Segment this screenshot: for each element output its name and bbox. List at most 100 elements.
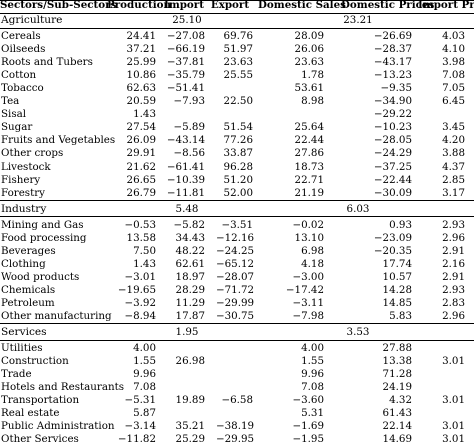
table-row: Clothing 1.43 62.61 −65.12 4.18 17.74 2.16 [0, 257, 474, 271]
cell-import-price [415, 406, 465, 420]
table-row: Sugar 27.54 −5.89 51.54 25.64 −10.23 3.45 [0, 120, 474, 134]
cell-production: 24.41 [126, 30, 156, 42]
row-label: Oilseeds [1, 43, 46, 56]
table-top-rule [0, 0, 474, 1]
cell-domestic-prices: −29.22 [373, 108, 412, 121]
cell-export: 51.54 [223, 121, 253, 134]
section-summary-value: 25.10 [172, 14, 202, 26]
row-label: Clothing [1, 257, 46, 270]
cell-domestic-sales: 27.86 [294, 147, 324, 160]
cell-export: 77.26 [223, 134, 253, 147]
cell-export: 51.20 [223, 173, 253, 186]
table-row: Petroleum −3.92 11.29 −29.99 −3.11 14.85 2.83 [0, 296, 474, 310]
row-label: Forestry [1, 186, 45, 199]
section-separator-rule [0, 199, 474, 201]
cell-production: 4.00 [133, 342, 156, 355]
table-row: Other Services −11.82 25.29 −29.95 −1.95 14.6… [0, 432, 474, 446]
cell-import: −27.08 [166, 30, 205, 42]
cell-production: −3.01 [124, 270, 156, 283]
cell-export: 96.28 [223, 160, 253, 173]
table-row: Chemicals −19.65 28.29 −71.72 −17.42 14.28 2.9… [0, 283, 474, 297]
row-label: Trade [1, 368, 32, 381]
cell-domestic-sales: 8.98 [301, 95, 324, 108]
table-row: Construction 1.55 26.98 1.55 13.38 3.01 [0, 354, 474, 368]
cell-export [216, 367, 253, 381]
cell-domestic-prices: −23.09 [373, 231, 412, 244]
section-rule [0, 27, 474, 29]
cell-domestic-prices: −24.29 [373, 147, 412, 160]
cell-export: 51.97 [223, 43, 253, 56]
cell-domestic-prices: 14.85 [382, 296, 412, 309]
cell-production: 29.91 [126, 147, 156, 160]
cell-domestic-sales [262, 107, 324, 121]
table-row: Utilities 4.00 4.00 27.88 [0, 341, 474, 355]
table-row: Real estate 5.87 5.31 61.43 [0, 406, 474, 420]
cell-import: −5.82 [173, 218, 205, 231]
section-rule [0, 216, 474, 218]
section-rule [0, 339, 474, 341]
cell-production: 26.79 [126, 186, 156, 199]
table-row: Trade 9.96 9.96 71.28 [0, 367, 474, 381]
cell-import: −10.39 [166, 173, 205, 186]
cell-import-price: 2.93 [442, 283, 465, 296]
cell-import: −61.41 [166, 160, 205, 173]
cell-import-price: 3.01 [442, 355, 465, 368]
cell-export: −24.25 [216, 244, 255, 257]
cell-import: 28.29 [175, 283, 205, 296]
table-row: Mining and Gas −0.53 −5.82 −3.51 −0.02 0.93 2.… [0, 218, 474, 232]
row-label: Mining and Gas [1, 218, 84, 231]
row-label: Tobacco [1, 82, 44, 95]
cell-domestic-prices: −20.35 [373, 244, 412, 257]
cell-export: −29.99 [216, 296, 255, 309]
cell-domestic-prices: 4.32 [389, 394, 412, 407]
table-row: Hotels and Restaurants 7.08 7.08 24.19 [0, 380, 474, 394]
cell-import-price: 2.96 [442, 231, 465, 244]
column-header: Domestic Prices [341, 0, 435, 11]
cell-import-price [415, 341, 465, 355]
cell-domestic-sales: 9.96 [301, 368, 324, 381]
cell-production: −3.14 [124, 420, 156, 433]
row-label: Beverages [1, 244, 56, 257]
cell-export: −71.72 [216, 283, 255, 296]
cell-production: 62.63 [126, 82, 156, 95]
cell-domestic-sales: 13.10 [294, 231, 324, 244]
cell-domestic-prices: 14.69 [382, 433, 412, 446]
row-label: Fishery [1, 173, 41, 186]
cell-export [216, 107, 253, 121]
cell-import: −35.79 [166, 69, 205, 82]
row-label: Livestock [1, 160, 51, 173]
cell-import [161, 406, 205, 420]
cell-import-price: 2.16 [442, 257, 465, 270]
cell-import-price: 2.96 [442, 310, 465, 322]
cell-export: −30.75 [216, 310, 255, 322]
cell-production: 13.58 [126, 231, 156, 244]
cell-export: −6.58 [221, 394, 253, 407]
cell-domestic-prices: 13.38 [382, 355, 412, 368]
cell-import-price: 2.91 [442, 244, 465, 257]
cell-import-price [415, 380, 465, 394]
cell-export: −3.51 [221, 218, 253, 231]
cell-domestic-prices: −9.35 [380, 82, 412, 95]
cell-domestic-sales: −3.60 [292, 394, 324, 407]
cell-import: −7.93 [173, 95, 205, 108]
cell-domestic-prices: 22.14 [382, 420, 412, 433]
cell-domestic-prices: 24.19 [382, 381, 412, 394]
table-row: Wood products −3.01 18.97 −28.07 −3.00 10.57 2… [0, 270, 474, 284]
cell-export: −12.16 [216, 231, 255, 244]
cell-import: −43.14 [166, 134, 205, 147]
cell-domestic-prices: 10.57 [382, 270, 412, 283]
cell-export: 69.76 [223, 30, 253, 42]
cell-production: 10.86 [126, 69, 156, 82]
cell-domestic-sales: 5.31 [301, 407, 324, 420]
cell-domestic-prices: 61.43 [382, 407, 412, 420]
cell-production: 1.43 [133, 257, 156, 270]
section-summary-value: 5.48 [175, 202, 199, 215]
cell-import: 35.21 [175, 420, 205, 433]
cell-production: 21.62 [126, 160, 156, 173]
table-row: Beverages 7.50 48.22 −24.25 6.98 −20.35 2.91 [0, 244, 474, 258]
table-row: Other manufacturing −8.94 17.87 −30.75 −7.98… [0, 309, 474, 323]
cell-import-price: 3.17 [442, 186, 465, 199]
section-header-row: Industry 5.48 6.03 [0, 202, 474, 216]
cell-domestic-sales: 53.61 [294, 82, 324, 95]
cell-domestic-prices: 71.28 [382, 368, 412, 381]
